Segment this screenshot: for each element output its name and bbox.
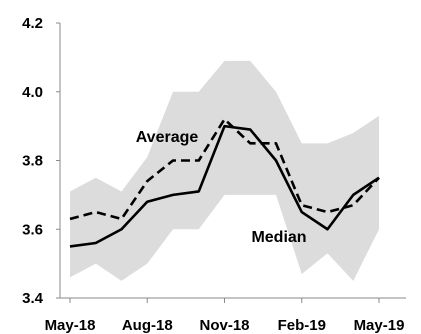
y-tick-label: 3.4	[22, 290, 44, 307]
y-tick-label: 4.2	[22, 15, 43, 32]
x-tick-label: Feb-19	[278, 317, 326, 334]
y-tick-label: 4.0	[22, 84, 43, 101]
x-tick-label: May-19	[354, 317, 405, 334]
range-band	[70, 60, 379, 281]
series-line-median	[69, 124, 380, 248]
annotation-median: Median	[251, 229, 306, 246]
annotation-average: Average	[136, 129, 199, 146]
x-tick-label: Aug-18	[122, 317, 173, 334]
y-tick-label: 3.6	[22, 221, 43, 238]
x-tick-label: Nov-18	[199, 317, 249, 334]
y-tick-label: 3.8	[22, 153, 43, 170]
x-tick-label: May-18	[45, 317, 96, 334]
